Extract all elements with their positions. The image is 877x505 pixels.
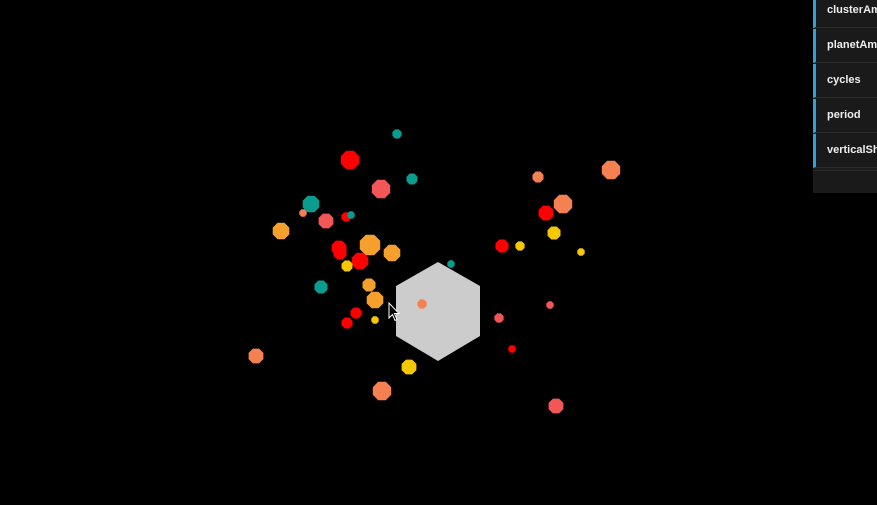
planet [417,299,427,309]
planet [546,301,554,309]
planet [248,348,264,364]
planet [392,129,402,139]
control-label: planetAmp [827,39,877,51]
foreground-planet-layer [417,299,427,309]
planet [494,313,504,323]
planet [340,150,360,170]
planet [341,317,353,329]
planet [495,239,509,253]
planet [447,260,455,268]
planet [299,209,307,217]
central-hexagon [396,262,480,361]
planet [547,226,561,240]
close-controls-button[interactable] [813,170,877,193]
planet [314,280,328,294]
planet [515,241,525,251]
control-period[interactable]: period [813,99,877,133]
mouse-pointer-icon [388,302,400,322]
planet [406,173,418,185]
planet [508,345,516,353]
planet [366,291,384,309]
control-label: cycles [827,74,861,86]
planet [318,213,334,229]
planet [351,252,369,270]
planet [371,179,391,199]
planet [272,222,290,240]
planet [601,160,621,180]
control-label: period [827,109,861,121]
planet [359,234,381,256]
planet [372,381,392,401]
planet [302,195,320,213]
planet [532,171,544,183]
planet [350,307,362,319]
planet [341,260,353,272]
planet-layer [248,129,621,414]
planet [383,244,401,262]
control-label: verticalShift [827,144,877,156]
control-planet-amp[interactable]: planetAmp [813,29,877,63]
control-vertical-shift[interactable]: verticalShift [813,134,877,168]
planet [538,205,554,221]
planet [577,248,585,256]
control-cycles[interactable]: cycles [813,64,877,98]
planet [553,194,573,214]
planet [371,316,379,324]
planet [401,359,417,375]
planet [362,278,376,292]
planet [548,398,564,414]
planet [347,211,355,219]
planet [333,246,347,260]
